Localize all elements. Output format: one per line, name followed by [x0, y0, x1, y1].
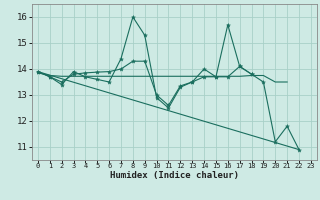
X-axis label: Humidex (Indice chaleur): Humidex (Indice chaleur): [110, 171, 239, 180]
